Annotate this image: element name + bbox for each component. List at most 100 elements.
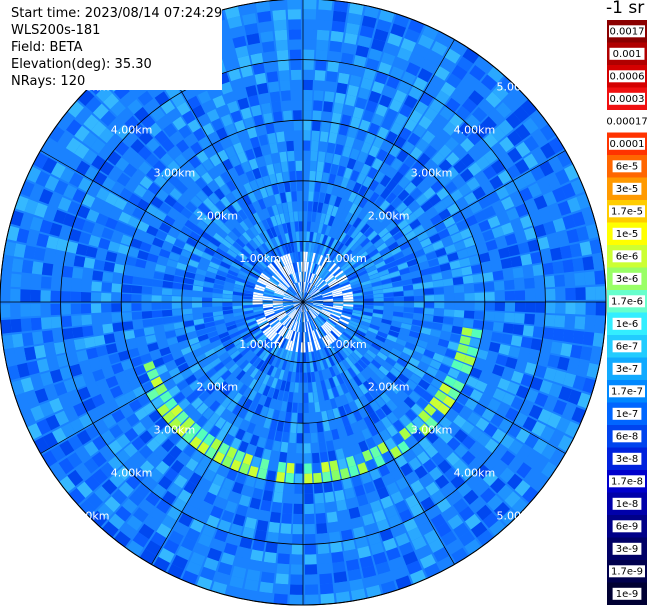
radar-bin [381, 232, 393, 242]
radar-bin [323, 347, 331, 358]
radar-bin [225, 373, 236, 385]
radar-bin [151, 396, 165, 409]
radar-bin [595, 286, 606, 300]
radar-bin [270, 344, 278, 355]
radar-bin [510, 192, 524, 206]
radar-bin [298, 402, 303, 414]
radar-bin [147, 453, 162, 468]
radar-bin [323, 297, 334, 300]
radar-bin [413, 385, 426, 397]
radar-bin [349, 389, 359, 401]
radar-bin [303, 302, 310, 310]
radar-bin [378, 365, 390, 376]
radar-bin [173, 238, 186, 249]
radar-bin [245, 280, 256, 287]
radar-bin [371, 359, 382, 369]
radar-bin [392, 184, 404, 197]
radar-bin [303, 292, 306, 302]
colorbar-tick-label: 0.001 [613, 49, 642, 60]
radar-bin [394, 500, 409, 514]
radar-bin [49, 369, 63, 384]
radar-bin [227, 167, 238, 180]
radar-bin [459, 335, 471, 346]
radar-bin [168, 431, 182, 445]
radar-bin [372, 309, 384, 315]
radar-bin [139, 499, 155, 515]
radar-bin [85, 246, 98, 258]
radar-bin [303, 392, 309, 404]
radar-bin [221, 396, 232, 409]
radar-bin [475, 242, 488, 254]
radar-bin [120, 523, 137, 539]
radar-bin [312, 305, 323, 310]
radar-bin [331, 20, 346, 33]
radar-bin [540, 123, 556, 141]
radar-bin [150, 106, 166, 122]
radar-bin [332, 295, 344, 299]
radar-bin [185, 527, 201, 542]
radar-bin [253, 345, 263, 355]
radar-bin [417, 166, 431, 180]
radar-bin [475, 155, 490, 171]
radar-bin [71, 315, 82, 327]
radar-bin [164, 467, 179, 482]
radar-bin [232, 308, 244, 314]
radar-bin [514, 124, 531, 141]
radar-bin [444, 294, 455, 301]
radar-bin [522, 265, 534, 278]
radar-bin [262, 270, 272, 279]
radar-bin [320, 182, 328, 194]
radar-bin [353, 526, 366, 539]
radar-bin [220, 408, 232, 421]
radar-bin [273, 111, 283, 123]
radar-bin [125, 256, 137, 267]
radar-bin [268, 354, 276, 365]
radar-bin [265, 329, 275, 338]
radar-bin [280, 90, 291, 102]
radar-bin [180, 225, 193, 237]
radar-bin [496, 402, 510, 417]
radar-bin [294, 311, 299, 321]
radar-bin [212, 216, 224, 228]
radar-bin [133, 364, 147, 376]
radar-bin [307, 201, 313, 212]
radar-bin [39, 401, 54, 417]
radar-bin [411, 174, 424, 187]
radar-bin [367, 230, 378, 241]
radar-bin [542, 327, 555, 340]
radar-bin [262, 326, 272, 334]
radar-bin [26, 166, 42, 183]
radar-bin [59, 440, 75, 456]
radar-bin [242, 293, 254, 297]
radar-bin [419, 554, 436, 569]
radar-bin [166, 259, 178, 268]
radar-bin [340, 333, 351, 343]
radar-bin [188, 155, 202, 169]
radar-bin [434, 221, 447, 233]
radar-bin [566, 358, 580, 374]
radar-bin [474, 380, 488, 393]
radar-bin [254, 312, 265, 318]
radar-bin [155, 364, 168, 376]
radar-bin [303, 150, 310, 161]
radar-bin [60, 291, 71, 302]
radar-bin [327, 60, 340, 73]
radar-bin [250, 327, 261, 335]
radar-bin [438, 363, 451, 375]
radar-bin [548, 204, 562, 219]
radar-bin [335, 272, 346, 280]
radar-bin [296, 321, 300, 332]
radar-bin [263, 551, 277, 564]
radar-bin [290, 574, 303, 585]
radar-bin [314, 181, 322, 193]
radar-bin [392, 316, 403, 323]
radar-bin [278, 543, 291, 555]
radar-bin [34, 388, 49, 404]
radar-bin [340, 314, 351, 320]
radar-bin [291, 285, 298, 294]
radar-bin [126, 515, 143, 531]
radar-bin [250, 367, 259, 379]
radar-bin [315, 502, 326, 514]
radar-bin [151, 287, 163, 295]
radar-bin [485, 351, 499, 363]
